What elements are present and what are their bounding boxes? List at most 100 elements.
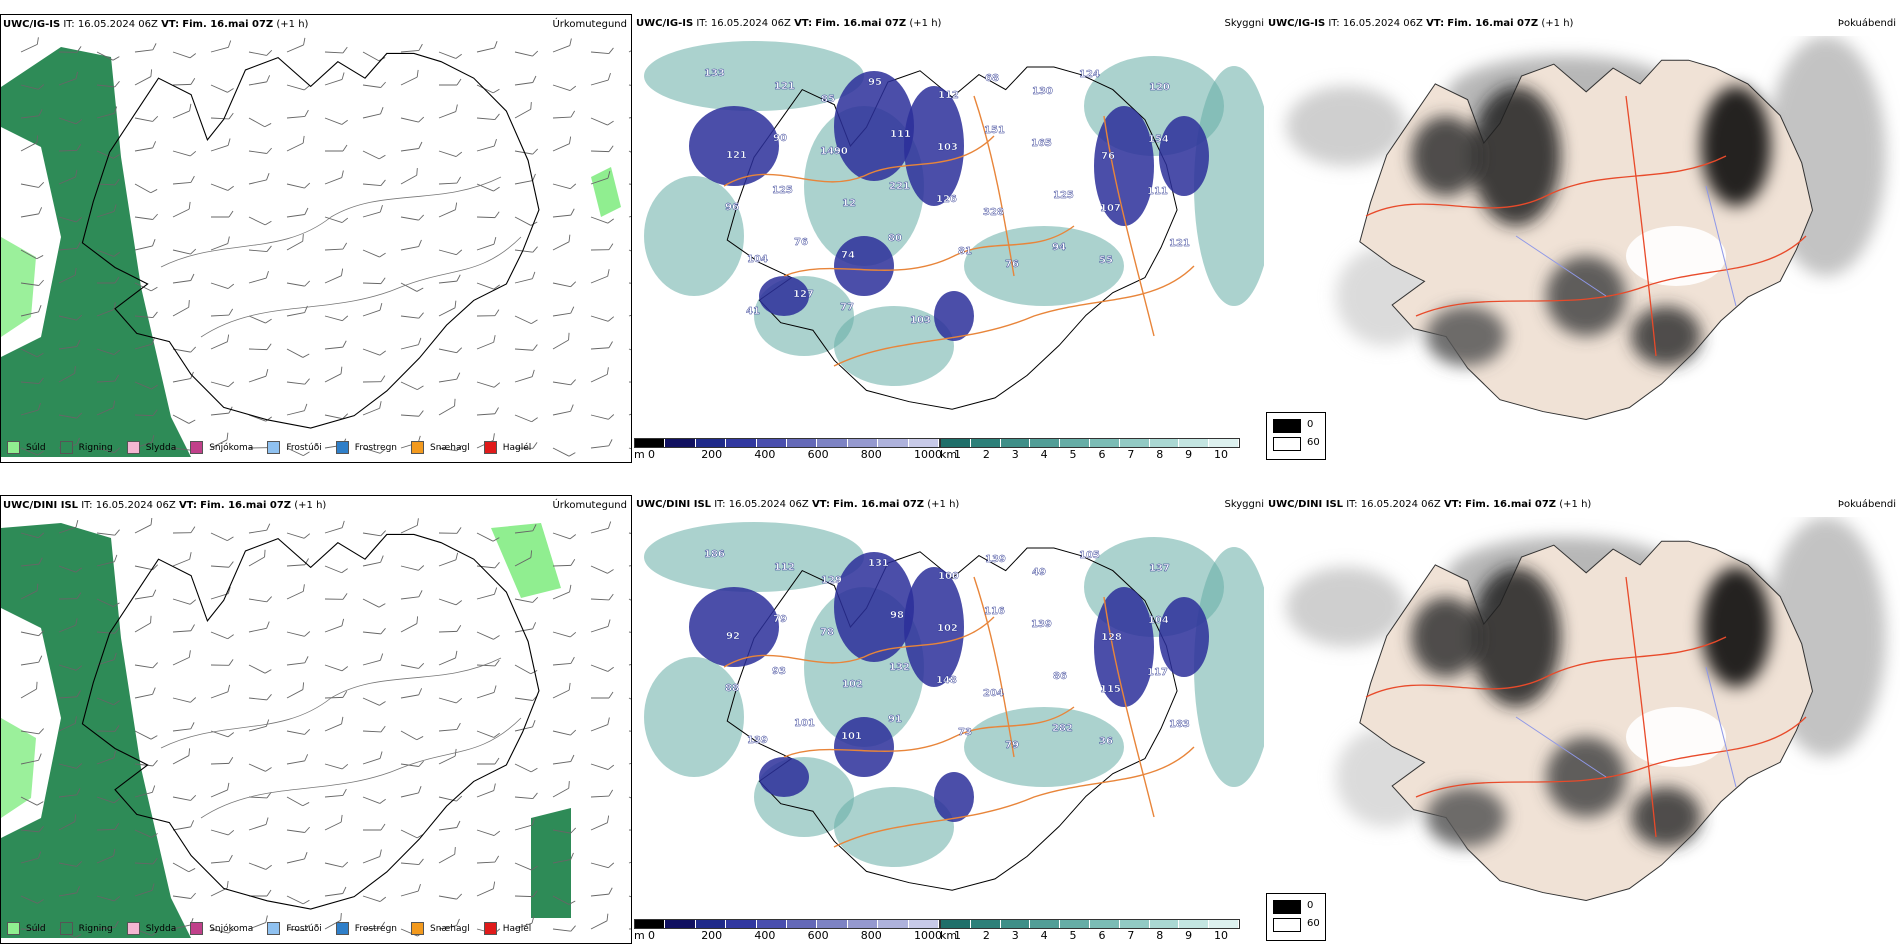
ceiling-label: 79 <box>773 614 787 625</box>
legend-swatch <box>483 441 497 454</box>
scale-swatch <box>1000 439 1031 447</box>
scale-tick: 8 <box>1156 448 1164 461</box>
ceiling-label: 95 <box>868 77 882 88</box>
scale-tick: 0 <box>648 929 655 942</box>
fog-key: 0 60 <box>1266 412 1326 460</box>
height-scale: m 0 200 400 600 800 1000 <box>634 438 942 463</box>
ceiling-label: 76 <box>1101 151 1115 162</box>
legend-item: Rigning <box>59 922 113 935</box>
legend-label: Frostregn <box>354 442 398 453</box>
legend-item: Súld <box>7 441 46 454</box>
precip-map <box>1 518 631 938</box>
scale-tick: 10 <box>1214 448 1228 461</box>
fog-key-label: 0 <box>1307 419 1314 430</box>
scale-tick: 600 <box>807 929 829 942</box>
panel-header: UWC/DINI ISL IT: 16.05.2024 06Z VT: Fim.… <box>1268 499 1592 510</box>
fog-map <box>1286 36 1886 420</box>
ceiling-label: 121 <box>1169 238 1190 249</box>
scale-unit: km <box>940 929 958 942</box>
ceiling-label: 12 <box>842 198 856 209</box>
ceiling-label: 126 <box>936 194 957 205</box>
scale-tick: 0 <box>648 448 655 461</box>
legend-item: Frostúði <box>267 922 322 935</box>
legend-label: Snjókoma <box>209 442 254 453</box>
visibility-panel-bottom: UWC/DINI ISL IT: 16.05.2024 06Z VT: Fim.… <box>634 495 1264 944</box>
scale-tick: 200 <box>701 929 723 942</box>
scale-swatch <box>1149 439 1180 447</box>
legend-item: Snjókoma <box>190 441 253 454</box>
legend-item: Snæhagl <box>411 922 470 935</box>
panel-title: Skyggni <box>1224 499 1264 510</box>
ceiling-label: 88 <box>725 683 739 694</box>
legend-swatch <box>7 922 20 935</box>
scale-unit: m <box>634 929 645 942</box>
scale-swatch <box>756 920 788 928</box>
ceiling-label: 137 <box>1149 563 1170 574</box>
scale-swatch <box>970 439 1001 447</box>
scale-tick: 8 <box>1156 929 1164 942</box>
legend-swatch <box>126 441 140 454</box>
scale-swatch <box>1000 920 1031 928</box>
ceiling-label: 49 <box>1032 567 1046 578</box>
ceiling-label: 102 <box>937 623 958 634</box>
legend-label: Frostúði <box>286 923 322 934</box>
scale-colorbar <box>634 438 940 448</box>
scale-tick: 200 <box>701 448 723 461</box>
legend-label: Frostregn <box>354 923 398 934</box>
fog-key-swatch <box>1273 918 1301 932</box>
scale-swatch <box>1089 439 1120 447</box>
ceiling-label: 1490 <box>820 146 848 157</box>
scale-tick: 4 <box>1040 929 1048 942</box>
ceiling-label: 148 <box>936 675 957 686</box>
ceiling-label: 104 <box>1148 615 1169 626</box>
ceiling-label: 68 <box>985 73 999 84</box>
panel-title: Úrkomutegund <box>552 500 627 511</box>
legend-swatch <box>335 922 349 935</box>
precip-legend: Súld Rigning Slydda Snjókoma Frostúði Frostre… <box>7 441 545 454</box>
legend-label: Haglél <box>502 923 532 934</box>
legend-swatch <box>411 441 425 454</box>
legend-swatch <box>267 922 281 935</box>
ceiling-label: 74 <box>841 250 855 261</box>
scale-swatch <box>665 920 696 928</box>
legend-label: Rigning <box>78 923 113 934</box>
ceiling-label: 139 <box>747 735 768 746</box>
ceiling-label: 154 <box>1148 134 1169 145</box>
scale-swatch <box>1060 439 1090 447</box>
panel-title: Þokuábendi <box>1837 499 1896 510</box>
scale-tick: 1 <box>954 929 961 942</box>
ceiling-label: 328 <box>983 207 1004 218</box>
ceiling-label: 85 <box>821 94 835 105</box>
scale-swatch <box>726 439 757 447</box>
ceiling-label: 112 <box>938 90 959 101</box>
scale-swatch <box>695 920 727 928</box>
fog-panel-top: UWC/IG-IS IT: 16.05.2024 06Z VT: Fim. 16… <box>1266 14 1900 463</box>
ceiling-label: 128 <box>1101 632 1122 643</box>
precip-panel-top: UWC/IG-IS IT: 16.05.2024 06Z VT: Fim. 16… <box>0 14 632 463</box>
ceiling-label: 139 <box>1031 619 1052 630</box>
legend-label: Snjókoma <box>209 923 254 934</box>
legend-swatch <box>335 441 349 454</box>
scale-swatch <box>878 439 909 447</box>
ceiling-label: 151 <box>984 125 1005 136</box>
ceiling-label: 165 <box>1031 138 1052 149</box>
scale-swatch <box>635 439 666 447</box>
height-scale: m 0 200 400 600 800 1000 <box>634 919 942 944</box>
ceiling-label: 221 <box>889 181 910 192</box>
legend-label: Slydda <box>145 442 177 453</box>
panel-header: UWC/IG-IS IT: 16.05.2024 06Z VT: Fim. 16… <box>3 19 309 30</box>
scale-colorbar <box>634 919 940 929</box>
ceiling-label: 132 <box>889 662 910 673</box>
scale-tick: 400 <box>754 448 776 461</box>
scale-swatch <box>878 920 909 928</box>
legend-swatch <box>190 922 204 935</box>
ceiling-label: 186 <box>704 549 725 560</box>
ceiling-label: 282 <box>1052 723 1073 734</box>
scale-tick: 1 <box>954 448 961 461</box>
scale-swatch <box>970 920 1001 928</box>
scale-tick: 1000 <box>914 448 942 461</box>
ceiling-label: 86 <box>1053 671 1067 682</box>
panel-title: Úrkomutegund <box>552 19 627 30</box>
ceiling-label: 76 <box>794 237 808 248</box>
scale-swatch <box>817 920 848 928</box>
